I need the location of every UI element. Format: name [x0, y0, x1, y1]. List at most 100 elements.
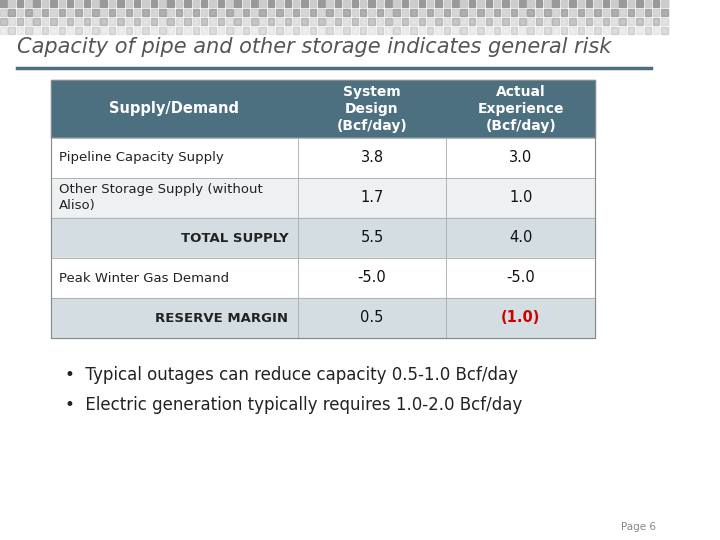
Bar [284, 27, 291, 34]
Bar [436, 18, 442, 25]
Bar [410, 9, 417, 16]
Bar [184, 9, 191, 16]
Bar [377, 9, 383, 16]
Text: -5.0: -5.0 [358, 271, 387, 286]
Bar [335, 9, 341, 16]
Text: Pipeline Capacity Supply: Pipeline Capacity Supply [58, 152, 223, 165]
Bar [259, 0, 266, 7]
Text: 3.8: 3.8 [361, 151, 384, 165]
Bar [302, 9, 308, 16]
Text: Peak Winter Gas Demand: Peak Winter Gas Demand [58, 272, 229, 285]
Bar [452, 18, 459, 25]
Bar [210, 27, 216, 34]
Bar [276, 9, 283, 16]
Bar [469, 0, 475, 7]
Bar [402, 27, 408, 34]
Bar [402, 9, 408, 16]
Bar [50, 0, 57, 7]
Bar [25, 18, 32, 25]
Bar [284, 9, 291, 16]
Bar [670, 0, 676, 7]
Bar [636, 18, 643, 25]
Bar [159, 0, 166, 7]
Bar [485, 18, 492, 25]
Bar [536, 18, 542, 25]
Bar [176, 9, 182, 16]
Bar [226, 0, 233, 7]
Bar [326, 18, 333, 25]
Bar [159, 27, 166, 34]
Bar [360, 9, 366, 16]
Bar [168, 0, 174, 7]
Bar [402, 18, 408, 25]
Bar [636, 0, 643, 7]
Bar [594, 27, 601, 34]
Bar [150, 18, 157, 25]
Bar [503, 27, 509, 34]
Bar [84, 9, 90, 16]
Bar [661, 9, 668, 16]
Bar [444, 18, 450, 25]
Bar [644, 27, 651, 34]
Bar [561, 18, 567, 25]
Bar [335, 18, 341, 25]
Bar [335, 0, 341, 7]
Text: 3.0: 3.0 [509, 151, 533, 165]
Bar [76, 9, 82, 16]
Bar [519, 18, 526, 25]
Bar [34, 9, 40, 16]
Bar [67, 27, 73, 34]
Bar [101, 0, 107, 7]
Bar [201, 18, 207, 25]
Bar [603, 9, 609, 16]
Bar [9, 27, 15, 34]
Bar [235, 27, 241, 34]
Bar [276, 27, 283, 34]
Bar [117, 0, 124, 7]
Bar [410, 0, 417, 7]
Bar [661, 0, 668, 7]
Bar [343, 27, 350, 34]
Bar [469, 9, 475, 16]
Bar [418, 18, 425, 25]
Bar [210, 18, 216, 25]
Bar [268, 27, 274, 34]
Bar [143, 27, 149, 34]
Bar [427, 9, 433, 16]
Bar [302, 0, 308, 7]
Bar [58, 0, 65, 7]
Bar [670, 18, 676, 25]
Bar [284, 18, 291, 25]
Bar [9, 0, 15, 7]
Bar [577, 18, 584, 25]
Bar [494, 18, 500, 25]
Bar [235, 18, 241, 25]
Text: System
Design
(Bcf/day): System Design (Bcf/day) [337, 85, 408, 133]
Bar [628, 18, 634, 25]
Bar [385, 27, 392, 34]
Bar [477, 0, 484, 7]
Bar [561, 27, 567, 34]
Bar [644, 18, 651, 25]
Bar [527, 0, 534, 7]
Bar [611, 27, 618, 34]
Bar [444, 0, 450, 7]
Bar [343, 9, 350, 16]
Bar [84, 18, 90, 25]
Bar [9, 9, 15, 16]
Bar [485, 9, 492, 16]
Bar [485, 27, 492, 34]
Bar [84, 0, 90, 7]
Bar [217, 0, 224, 7]
Bar [510, 9, 517, 16]
Bar [268, 18, 274, 25]
Bar [168, 18, 174, 25]
Bar [351, 18, 358, 25]
Bar [293, 27, 300, 34]
Bar [51, 80, 595, 138]
Bar [369, 18, 375, 25]
Bar [594, 18, 601, 25]
Bar [527, 9, 534, 16]
Bar [58, 18, 65, 25]
Bar [259, 9, 266, 16]
